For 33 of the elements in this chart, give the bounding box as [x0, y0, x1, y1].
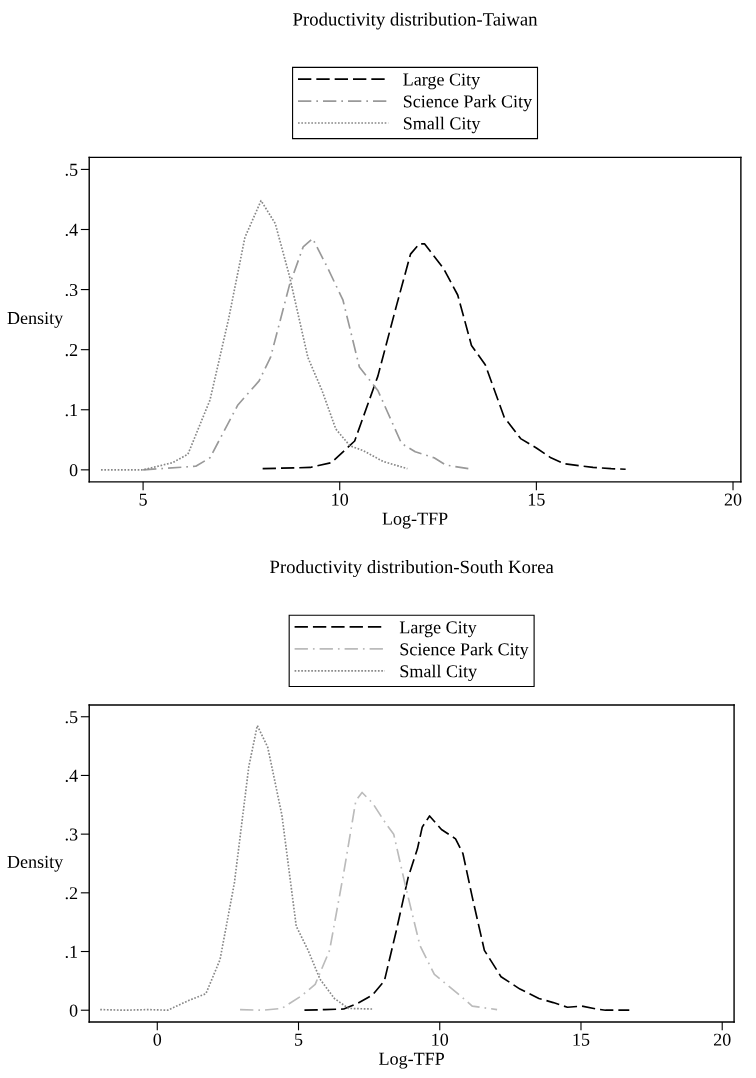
y-tick-label: .4	[65, 769, 78, 782]
x-axis-title: Log-TFP	[382, 512, 448, 529]
x-tick-label: 15	[573, 1033, 590, 1046]
legend-label: Small City	[400, 664, 477, 682]
x-tick-label: 20	[713, 1033, 731, 1046]
chart-title: Productivity distribution-Taiwan	[293, 12, 538, 30]
y-tick-label: .2	[65, 887, 78, 900]
y-axis-title: Density	[7, 855, 64, 872]
y-tick-label: 0	[69, 1004, 78, 1017]
y-tick-label: .5	[65, 163, 78, 176]
legend-label: Science Park City	[403, 94, 533, 112]
x-tick-label: 5	[139, 493, 147, 506]
x-tick-label: 0	[153, 1033, 162, 1046]
x-tick-label: 5	[295, 1033, 303, 1046]
y-tick-label: .1	[65, 404, 78, 417]
chart-title: Productivity distribution-South Korea	[270, 560, 554, 578]
x-tick-label: 10	[332, 493, 349, 506]
y-tick-label: .2	[65, 343, 78, 357]
x-axis-title: Log-TFP	[379, 1052, 445, 1069]
x-tick-label: 20	[724, 493, 742, 506]
x-tick-label: 10	[432, 1033, 449, 1046]
y-tick-label: .3	[65, 283, 78, 297]
legend-label: Large City	[403, 73, 481, 90]
legend-label: Science Park City	[400, 642, 529, 660]
legend-label: Small City	[403, 116, 481, 134]
y-tick-label: .3	[65, 828, 78, 841]
y-axis-title: Density	[7, 311, 64, 328]
x-tick-label: 15	[528, 493, 545, 506]
y-tick-label: .5	[65, 711, 78, 724]
y-tick-label: 0	[69, 464, 78, 477]
legend-label: Large City	[399, 621, 477, 638]
y-tick-label: .4	[65, 223, 78, 237]
y-tick-label: .1	[65, 945, 78, 959]
